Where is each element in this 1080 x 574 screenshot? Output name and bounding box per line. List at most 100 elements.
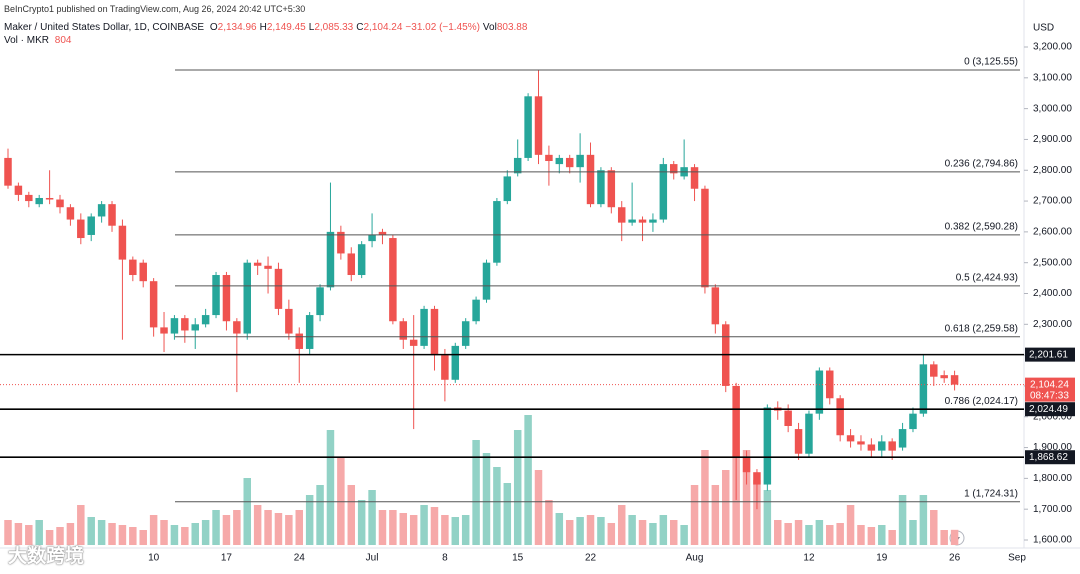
volume-bar bbox=[212, 510, 220, 545]
volume-value: 804 bbox=[54, 35, 72, 46]
volume-bar bbox=[4, 520, 12, 545]
candle-body bbox=[586, 154, 595, 205]
volume-bar bbox=[368, 490, 376, 545]
volume-bar bbox=[607, 523, 616, 545]
candle-body bbox=[513, 157, 522, 174]
candle-body bbox=[503, 176, 512, 202]
candle-body bbox=[243, 262, 251, 334]
volume-bar bbox=[555, 513, 564, 545]
y-tick-label: 1,800.00 bbox=[1033, 473, 1072, 484]
volume-bar bbox=[472, 440, 480, 545]
candle-body bbox=[669, 164, 678, 174]
x-tick-label: 24 bbox=[294, 553, 306, 564]
volume-bar bbox=[482, 453, 491, 545]
ohlc-value: 2,104.24 bbox=[363, 22, 403, 33]
candle-body bbox=[940, 375, 948, 379]
candle-body bbox=[118, 225, 127, 260]
volume-bar bbox=[222, 515, 231, 545]
level-tag bbox=[1025, 402, 1075, 417]
volume-bars bbox=[4, 415, 959, 545]
y-tick-label: 3,200.00 bbox=[1033, 42, 1072, 53]
ohlc-key: H bbox=[259, 22, 267, 33]
x-tick-label: Jul bbox=[366, 553, 379, 564]
y-tick-label: 2,300.00 bbox=[1033, 319, 1072, 330]
candle-body bbox=[545, 154, 553, 162]
candle-body bbox=[753, 472, 761, 485]
x-tick-label: 26 bbox=[949, 553, 961, 564]
volume-bar bbox=[305, 495, 314, 545]
volume-bar bbox=[337, 457, 345, 545]
candle-body bbox=[108, 204, 116, 226]
volume-bar bbox=[826, 525, 834, 545]
candle-body bbox=[14, 185, 23, 195]
candle-body bbox=[420, 308, 428, 346]
volume-title: Vol · MKR bbox=[4, 35, 50, 46]
candle-body bbox=[649, 219, 657, 223]
candle-body bbox=[316, 287, 324, 316]
ohlc-value: 2,149.45 bbox=[266, 22, 306, 33]
x-tick-label: 17 bbox=[221, 553, 233, 564]
candle-body bbox=[347, 253, 356, 276]
y-tick-label: 2,600.00 bbox=[1033, 227, 1072, 238]
volume-bar bbox=[441, 515, 449, 545]
volume-bar bbox=[857, 525, 865, 545]
candle-body bbox=[909, 413, 917, 430]
x-tick-label: 12 bbox=[803, 553, 815, 564]
candle-body bbox=[368, 234, 376, 242]
candle-body bbox=[638, 219, 647, 223]
candle-body bbox=[222, 275, 231, 322]
ohlc-key: O bbox=[209, 22, 218, 33]
volume-bar bbox=[77, 505, 85, 545]
fib-label: 0.618 (2,259.58) bbox=[945, 323, 1018, 334]
volume-bar bbox=[680, 525, 688, 545]
candle-body bbox=[139, 262, 147, 282]
volume-bar bbox=[503, 483, 512, 545]
fib-label: 0.786 (2,024.17) bbox=[945, 396, 1018, 407]
level-tag bbox=[1025, 450, 1075, 465]
candle-body bbox=[264, 265, 272, 269]
candle-body bbox=[815, 370, 824, 414]
volume-bar bbox=[919, 495, 928, 545]
ohlc-value: 2,085.33 bbox=[314, 22, 354, 33]
candle-body bbox=[524, 96, 532, 158]
fib-label: 0.382 (2,590.28) bbox=[945, 222, 1018, 233]
volume-bar bbox=[950, 529, 959, 545]
volume-bar bbox=[181, 527, 189, 545]
volume-bar bbox=[930, 510, 938, 545]
volume-legend: Vol · MKR 804 bbox=[4, 35, 74, 46]
volume-bar bbox=[201, 520, 210, 545]
candle-body bbox=[794, 429, 803, 454]
candle-body bbox=[181, 318, 189, 331]
volume-bar bbox=[545, 500, 553, 545]
x-tick-label: 22 bbox=[585, 553, 597, 564]
volume-bar bbox=[25, 525, 33, 545]
candle-body bbox=[836, 398, 844, 436]
candle-body bbox=[66, 207, 75, 220]
volume-bar bbox=[14, 523, 23, 545]
volume-bar bbox=[45, 530, 54, 545]
volume-bar bbox=[420, 505, 428, 545]
volume-bar bbox=[524, 415, 532, 545]
volume-bar bbox=[409, 515, 418, 545]
candle-body bbox=[597, 170, 605, 205]
candle-body bbox=[35, 197, 43, 205]
candle-body bbox=[337, 231, 345, 254]
y-tick-label: 3,000.00 bbox=[1033, 103, 1072, 114]
volume-bar bbox=[35, 520, 43, 545]
watermark: 大数跨境 bbox=[8, 546, 85, 567]
candle-body bbox=[930, 364, 938, 377]
volume-bar bbox=[347, 485, 356, 545]
candle-body bbox=[919, 364, 928, 414]
volume-bar bbox=[586, 515, 595, 545]
volume-bar bbox=[295, 510, 304, 545]
volume-bar bbox=[638, 520, 647, 545]
volume-bar bbox=[285, 515, 293, 545]
candle-body bbox=[732, 385, 740, 457]
candle-body bbox=[253, 262, 262, 266]
volume-bar bbox=[815, 520, 824, 545]
volume-bar bbox=[357, 500, 366, 545]
candle-body bbox=[846, 435, 855, 442]
volume-bar bbox=[264, 510, 272, 545]
vol-value: 803.88 bbox=[496, 22, 528, 33]
